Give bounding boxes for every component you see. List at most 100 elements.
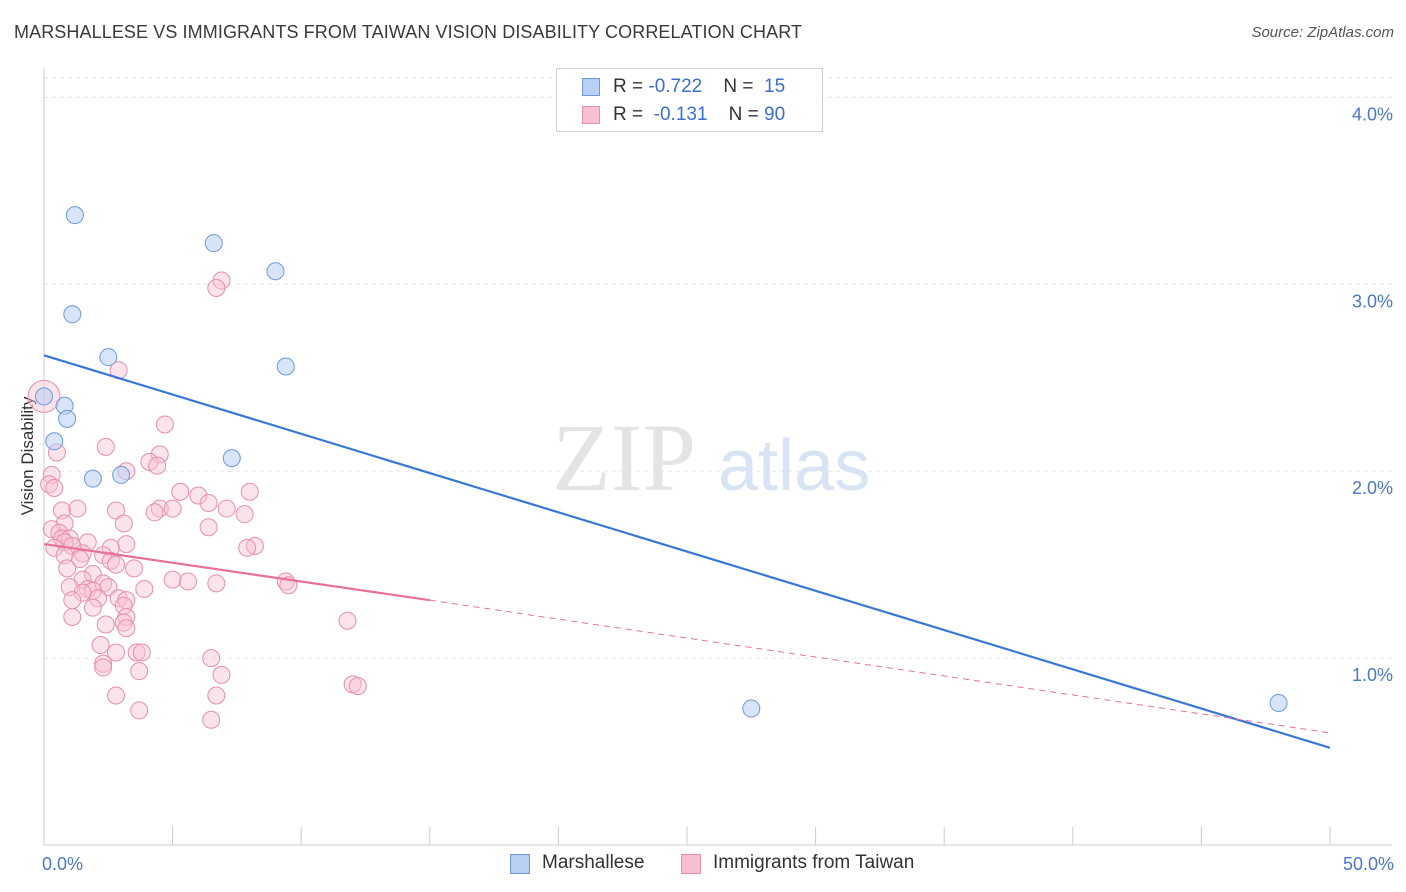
x-tick-max: 50.0% — [1343, 854, 1394, 874]
legend-r-label-1: R = — [613, 76, 649, 97]
point-marshallese — [266, 262, 285, 281]
bottom-legend-label-1: Marshallese — [542, 852, 645, 873]
watermark: ZIP atlas — [552, 404, 870, 511]
legend-r-value-1: -0.722 — [648, 76, 703, 97]
stats-legend: R = -0.722 N = 15 R = -0.131 N = 90 — [556, 68, 823, 132]
point-taiwan — [145, 503, 164, 522]
point-taiwan — [130, 701, 149, 720]
point-marshallese — [276, 357, 295, 376]
point-taiwan — [163, 570, 182, 589]
watermark-atlas: atlas — [718, 426, 870, 506]
point-taiwan — [107, 686, 126, 705]
point-taiwan — [127, 643, 146, 662]
point-marshallese — [112, 465, 131, 484]
point-marshallese — [99, 348, 118, 367]
point-marshallese — [222, 449, 241, 468]
point-taiwan — [107, 555, 126, 574]
point-marshallese — [45, 432, 64, 451]
point-taiwan — [179, 572, 198, 591]
point-marshallese — [204, 234, 223, 253]
point-taiwan — [163, 499, 182, 518]
point-taiwan — [107, 643, 126, 662]
point-taiwan — [245, 536, 264, 555]
x-tick-min: 0.0% — [42, 854, 83, 874]
trend-lines — [43, 354, 1331, 749]
point-marshallese — [63, 305, 82, 324]
point-taiwan — [130, 662, 149, 681]
point-taiwan — [63, 607, 82, 626]
point-taiwan — [207, 686, 226, 705]
point-taiwan — [202, 649, 221, 668]
point-taiwan — [135, 579, 154, 598]
point-marshallese — [65, 206, 84, 225]
axes — [43, 68, 1392, 846]
point-taiwan — [199, 493, 218, 512]
point-taiwan — [202, 710, 221, 729]
point-taiwan — [91, 636, 110, 655]
point-taiwan — [171, 482, 190, 501]
point-taiwan — [199, 518, 218, 537]
legend-n-value-1: 15 — [764, 76, 786, 97]
series-marshallese-points — [35, 206, 1288, 718]
point-marshallese — [742, 699, 761, 718]
point-taiwan — [83, 598, 102, 617]
point-taiwan — [117, 535, 136, 554]
point-taiwan — [117, 619, 136, 638]
point-taiwan — [212, 665, 231, 684]
series-taiwan-points — [27, 271, 367, 729]
point-taiwan — [238, 538, 257, 557]
legend-n-value-2: 90 — [764, 104, 786, 125]
point-taiwan — [132, 643, 151, 662]
point-marshallese — [1269, 693, 1288, 712]
legend-swatch-blue — [582, 78, 600, 96]
bottom-legend-label-2: Immigrants from Taiwan — [713, 852, 915, 873]
legend-n-label-2: N = — [728, 104, 765, 125]
point-taiwan — [99, 578, 118, 597]
y-tick-label: 1.0% — [1352, 665, 1393, 685]
point-taiwan — [148, 456, 167, 475]
point-taiwan — [68, 499, 87, 518]
point-taiwan — [125, 559, 144, 578]
trend-taiwan-extension — [429, 599, 1331, 734]
legend-r-value-2: -0.131 — [653, 104, 708, 125]
point-taiwan — [89, 589, 108, 608]
point-taiwan — [235, 505, 254, 524]
point-taiwan — [150, 445, 169, 464]
bottom-swatch-blue — [510, 854, 530, 874]
point-taiwan — [114, 514, 133, 533]
point-taiwan — [217, 499, 236, 518]
gridlines — [44, 77, 1392, 659]
bottom-swatch-pink — [681, 854, 701, 874]
point-taiwan — [96, 615, 115, 634]
point-taiwan — [240, 482, 259, 501]
chart-title: MARSHALLESE VS IMMIGRANTS FROM TAIWAN VI… — [14, 22, 803, 42]
point-marshallese — [35, 387, 53, 406]
point-taiwan — [338, 611, 357, 630]
point-taiwan — [101, 538, 120, 557]
trend-taiwan — [43, 542, 430, 602]
point-marshallese — [83, 469, 102, 488]
point-taiwan — [71, 550, 90, 569]
point-taiwan — [348, 677, 367, 696]
point-taiwan — [58, 559, 77, 578]
point-taiwan — [207, 279, 226, 298]
legend-n-label-1: N = — [723, 76, 759, 97]
point-taiwan — [96, 437, 115, 456]
legend-swatch-pink — [582, 106, 600, 124]
point-taiwan — [155, 415, 174, 434]
point-taiwan — [94, 658, 113, 677]
point-marshallese — [58, 409, 77, 428]
trend-marshallese — [43, 354, 1331, 749]
y-tick-label: 2.0% — [1352, 478, 1393, 498]
y-tick-label: 3.0% — [1352, 291, 1393, 311]
point-taiwan — [63, 591, 82, 610]
source-label: Source: ZipAtlas.com — [1251, 24, 1394, 41]
point-taiwan — [94, 654, 113, 673]
watermark-zip: ZIP — [552, 404, 696, 511]
point-taiwan — [45, 479, 64, 498]
y-tick-labels: 1.0% 2.0% 3.0% 4.0% — [1352, 104, 1393, 685]
point-taiwan — [207, 574, 226, 593]
point-taiwan — [189, 486, 208, 505]
y-tick-label: 4.0% — [1352, 104, 1393, 124]
